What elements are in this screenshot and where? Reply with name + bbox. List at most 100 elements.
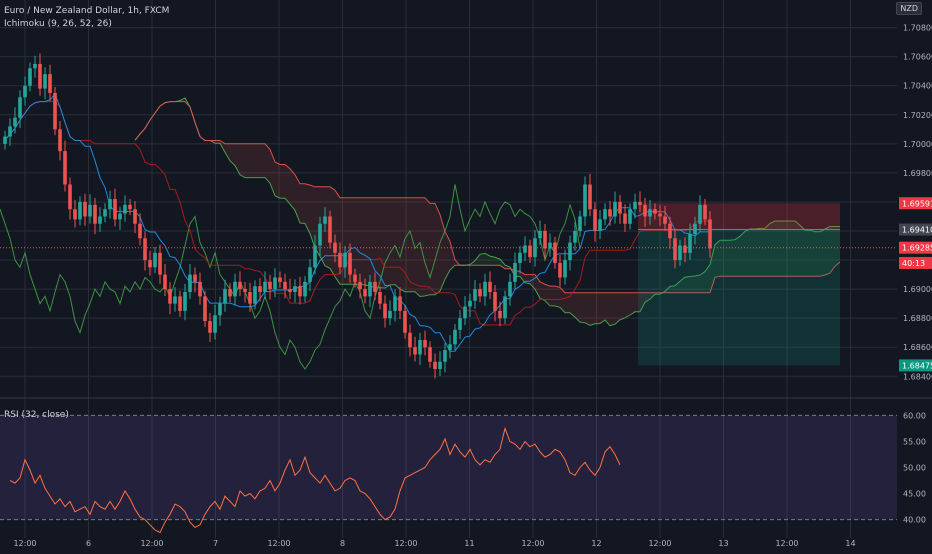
cloud-segment xyxy=(275,162,280,198)
cloud-segment xyxy=(480,253,485,265)
candle-body xyxy=(343,253,347,268)
candle-body xyxy=(198,282,202,297)
cloud-segment xyxy=(245,144,250,178)
cloud-segment xyxy=(225,144,230,161)
candle-body xyxy=(338,253,342,268)
candle-body xyxy=(103,209,107,216)
time-tick-label: 11 xyxy=(464,539,474,548)
cloud-segment xyxy=(565,293,570,313)
candle-body xyxy=(123,205,127,214)
candle-body xyxy=(223,289,227,304)
currency-badge[interactable]: NZD xyxy=(896,2,922,15)
candle-body xyxy=(493,292,497,311)
rsi-tick-label: 55.00 xyxy=(903,437,926,446)
cloud-segment xyxy=(310,185,315,248)
time-tick-label: 12:00 xyxy=(775,539,798,548)
candle-body xyxy=(183,292,187,311)
candle-body xyxy=(348,253,352,275)
candle-body xyxy=(618,202,622,214)
candle-body xyxy=(513,263,517,282)
candle-body xyxy=(303,282,307,297)
candle-body xyxy=(288,289,292,292)
candle-body xyxy=(438,362,442,369)
rsi-legend[interactable]: RSI (32, close) xyxy=(4,410,69,420)
take-profit-zone xyxy=(638,230,840,366)
candle-body xyxy=(468,301,472,307)
cloud-segment xyxy=(370,198,375,288)
candle-body xyxy=(388,311,392,318)
cloud-segment xyxy=(280,164,285,198)
candle-body xyxy=(153,253,157,268)
cloud-segment xyxy=(255,144,260,178)
cloud-segment xyxy=(525,275,530,284)
candle-body xyxy=(648,209,652,216)
candle-body xyxy=(293,286,297,292)
candle-body xyxy=(63,151,67,184)
candle-body xyxy=(238,282,242,289)
cloud-segment xyxy=(625,293,630,318)
candle-body xyxy=(503,296,507,318)
cloud-segment xyxy=(300,184,305,224)
candle-body xyxy=(683,246,687,253)
time-tick-label: 14 xyxy=(845,539,855,548)
cloud-segment xyxy=(395,198,400,289)
candle-body xyxy=(128,205,132,209)
candle-body xyxy=(8,126,12,136)
candle-body xyxy=(583,185,587,217)
candle-body xyxy=(113,199,117,219)
candle-body xyxy=(13,118,17,127)
candle-body xyxy=(218,304,222,316)
cloud-segment xyxy=(230,144,235,166)
cloud-segment xyxy=(540,282,545,301)
price-tag-label: 40:13 xyxy=(902,259,925,268)
time-tick-label: 7 xyxy=(213,539,218,548)
candle-body xyxy=(313,246,317,268)
candle-body xyxy=(33,64,37,68)
chikou-span-line xyxy=(0,64,580,369)
candle-body xyxy=(168,289,172,304)
candle-body xyxy=(478,289,482,296)
candle-body xyxy=(573,231,577,243)
candle-body xyxy=(653,209,657,213)
candle-body xyxy=(243,289,247,292)
candle-body xyxy=(448,344,452,350)
candle-body xyxy=(258,286,262,292)
candle-body xyxy=(553,243,557,263)
candle-body xyxy=(118,214,122,220)
candle-body xyxy=(703,205,707,220)
cloud-segment xyxy=(365,198,370,286)
candle-body xyxy=(658,214,662,217)
candle-body xyxy=(483,282,487,297)
cloud-segment xyxy=(435,203,440,294)
candle-body xyxy=(18,97,22,117)
time-tick-label: 6 xyxy=(86,539,91,548)
cloud-segment xyxy=(360,198,365,285)
candle-body xyxy=(463,307,467,319)
candle-body xyxy=(133,209,137,224)
cloud-segment xyxy=(615,293,620,324)
cloud-segment xyxy=(610,293,615,326)
candle-body xyxy=(613,202,617,217)
candle-body xyxy=(283,282,287,289)
cloud-segment xyxy=(430,203,435,294)
candle-body xyxy=(518,253,522,263)
candle-body xyxy=(98,216,102,223)
price-tick-label: 1.69800 xyxy=(903,169,932,178)
candle-body xyxy=(473,289,477,301)
candle-body xyxy=(358,282,362,289)
candle-body xyxy=(373,282,377,292)
candle-body xyxy=(588,185,592,210)
candle-body xyxy=(73,209,77,219)
candle-body xyxy=(208,321,212,333)
price-tick-label: 1.70400 xyxy=(903,82,932,91)
candle-body xyxy=(228,289,232,296)
price-tag-label: 1.69410 xyxy=(902,226,932,235)
ichimoku-legend[interactable]: Ichimoku (9, 26, 52, 26) xyxy=(4,19,112,29)
candle-body xyxy=(688,234,692,253)
candle-body xyxy=(698,205,702,224)
candle-body xyxy=(78,202,82,219)
candle-body xyxy=(403,311,407,333)
time-tick-label: 8 xyxy=(340,539,345,548)
